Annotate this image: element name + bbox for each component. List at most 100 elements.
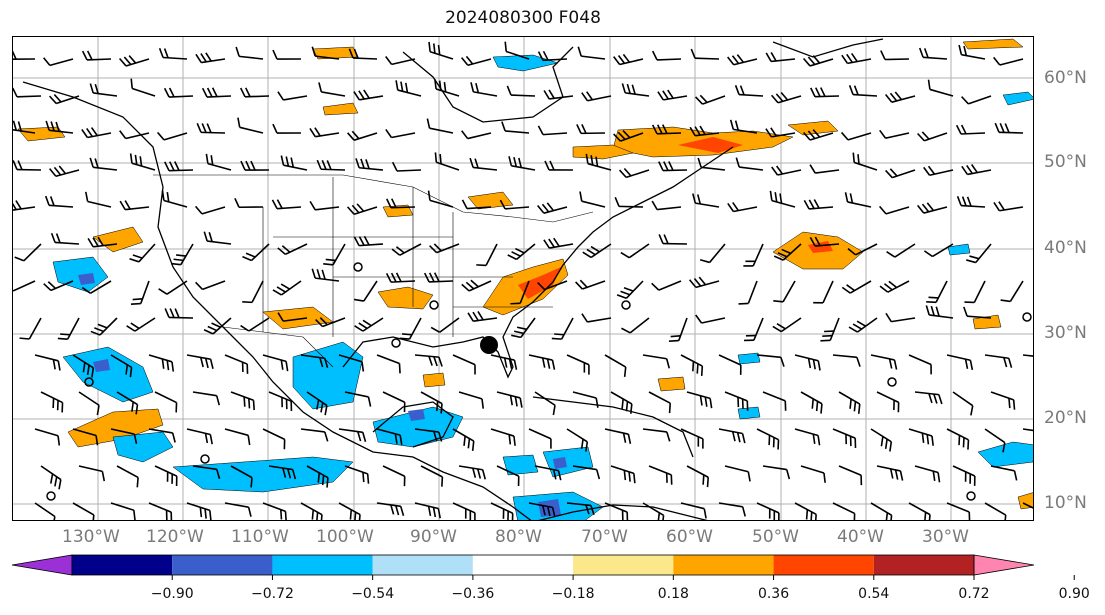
wind-barb: [838, 391, 861, 414]
calm-circle: [1022, 312, 1032, 322]
wind-barb: [952, 391, 974, 416]
wind-barb: [621, 83, 650, 97]
wind-barb: [809, 164, 840, 174]
wind-barb: [13, 87, 42, 98]
wind-barb: [642, 428, 671, 442]
wind-barb: [110, 502, 136, 520]
wind-barb: [773, 280, 796, 303]
positive-anomaly-region: [787, 120, 839, 136]
colorbar-extend-low: [11, 554, 73, 576]
wind-barb: [338, 502, 361, 520]
wind-barb: [271, 199, 302, 210]
wind-barb: [810, 87, 840, 98]
wind-barb: [572, 465, 601, 480]
lat-label-20n: 20°N: [1044, 408, 1087, 428]
wind-barb: [130, 78, 156, 97]
wind-barb: [116, 465, 139, 488]
wind-barb: [1022, 354, 1033, 359]
map-title: 2024080300 F048: [445, 8, 601, 28]
wind-barb: [955, 124, 986, 135]
wind-barb: [240, 317, 270, 332]
colorbar-segment: [72, 555, 173, 575]
colorbar-tick-label: −0.90: [150, 586, 194, 602]
wind-barb: [230, 391, 255, 411]
wind-barb: [353, 235, 384, 247]
calm-circle: [84, 377, 94, 387]
colorbar-extend-high: [973, 554, 1035, 576]
wind-barb: [756, 502, 780, 520]
lat-label-30n: 30°N: [1044, 323, 1087, 343]
wind-barb: [585, 153, 612, 171]
wind-barb: [918, 47, 948, 60]
wind-barb: [908, 354, 932, 375]
wind-barb: [311, 268, 340, 282]
colorbar-tick-label: −0.72: [250, 586, 294, 602]
lon-label-70w: 70°W: [581, 527, 628, 547]
wind-barb: [163, 87, 194, 98]
wind-barb: [306, 465, 329, 488]
wind-barb: [90, 317, 118, 336]
wind-barb: [40, 465, 62, 490]
south-america-coastline: [538, 504, 708, 520]
wind-barb: [756, 428, 780, 450]
map-frame: [12, 36, 1034, 521]
wind-barb: [802, 55, 834, 67]
wind-barb: [946, 354, 974, 371]
wind-barb: [224, 502, 252, 517]
wind-barb: [205, 153, 232, 171]
wind-barb: [648, 391, 672, 414]
wind-barb: [727, 202, 758, 213]
wind-barb: [280, 155, 308, 171]
us-mexico-border: [222, 326, 334, 368]
wind-barb: [668, 317, 688, 343]
negative-anomaly-region: [408, 409, 425, 421]
wind-barb: [414, 428, 443, 442]
wind-barb: [1000, 280, 1024, 303]
wind-barb: [194, 205, 226, 215]
positive-anomaly-region: [972, 314, 1002, 330]
wind-barb: [917, 131, 948, 142]
wind-barb: [692, 193, 720, 208]
map-canvas: [13, 37, 1033, 520]
wind-barb: [300, 428, 329, 442]
wind-barb: [203, 231, 232, 245]
colorbar-tick-label: 0.72: [958, 586, 990, 602]
wind-barb: [72, 428, 99, 446]
wind-barb: [735, 157, 764, 171]
wind-barb: [718, 428, 746, 444]
caribbean-islands: [532, 396, 694, 458]
wind-barb: [490, 428, 516, 446]
wind-barb: [242, 243, 270, 262]
colorbar-segment: [773, 555, 874, 575]
wind-barb: [642, 354, 671, 369]
wind-barb: [110, 428, 138, 444]
wind-barb: [89, 157, 118, 171]
wind-barb: [800, 465, 826, 483]
wind-barb: [42, 57, 74, 67]
wind-barb: [908, 502, 931, 520]
wind-barb: [81, 127, 112, 139]
wind-barb: [870, 428, 893, 452]
wind-barb: [420, 391, 443, 414]
wind-barb: [458, 465, 487, 480]
wind-barb: [813, 280, 834, 304]
negative-anomaly-region: [737, 406, 761, 420]
wind-barb: [119, 130, 150, 140]
wind-barb: [338, 428, 367, 442]
wind-barb: [203, 317, 232, 335]
wind-barb: [852, 152, 878, 171]
wind-barb: [616, 280, 644, 300]
wind-barb: [499, 199, 530, 210]
colorbar-segment: [272, 555, 373, 575]
wind-barb: [89, 83, 118, 97]
wind-barb: [964, 280, 986, 304]
wind-barb: [87, 236, 118, 248]
wind-barb: [382, 465, 406, 487]
wind-barb: [156, 131, 188, 141]
wind-barb: [718, 354, 742, 375]
wind-barb: [984, 354, 1013, 368]
wind-barb: [658, 161, 688, 172]
wind-barb: [534, 391, 556, 416]
wind-barb: [844, 192, 872, 208]
wind-barb: [399, 317, 422, 340]
